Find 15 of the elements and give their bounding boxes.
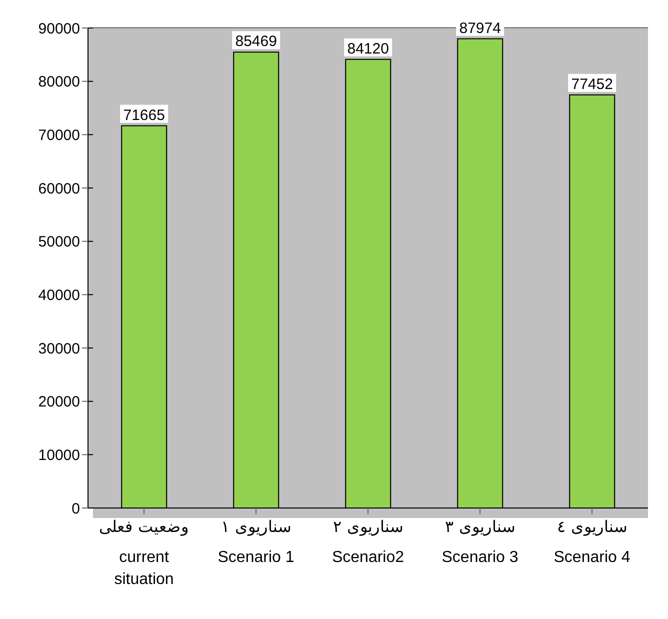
data-label: 77452 (571, 76, 613, 93)
data-label: 85469 (235, 33, 277, 50)
y-tick-label: 80000 (38, 74, 80, 91)
y-tick-label: 20000 (38, 394, 80, 411)
data-label: 84120 (347, 40, 389, 58)
data-label: 87974 (459, 20, 501, 37)
y-tick-label: 60000 (38, 180, 80, 198)
y-tick-label: 0 (72, 500, 80, 518)
y-tick-label: 30000 (38, 340, 80, 358)
y-tick-label: 50000 (38, 234, 80, 251)
y-tick-label: 40000 (38, 286, 80, 304)
y-tick-label: 10000 (38, 446, 80, 464)
y-tick-label: 90000 (38, 20, 80, 38)
data-label: 71665 (123, 106, 165, 124)
y-tick-label: 70000 (38, 126, 80, 144)
